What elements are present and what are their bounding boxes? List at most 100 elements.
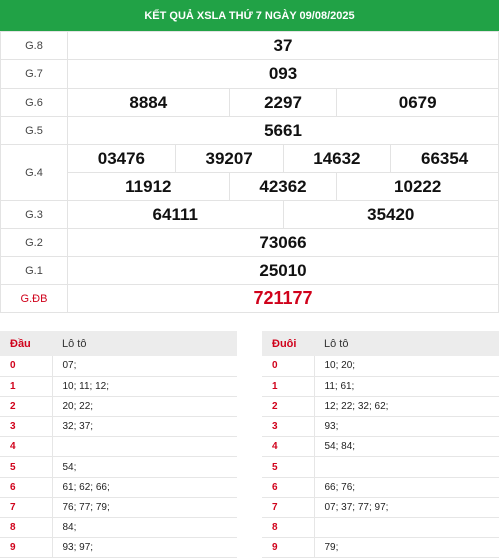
row-loto-values: 84;	[51, 517, 237, 539]
head-loto-table: Đầu Lô tô 0 07; 1 10; 11; 12; 2 20; 22; 3 32; 3…	[0, 331, 237, 558]
prize-row-g2: G.2 73066	[0, 228, 499, 257]
row-key: 2	[0, 396, 52, 418]
table-row: 7 76; 77; 79;	[0, 497, 237, 519]
row-loto-values	[313, 456, 499, 478]
prize-number: 66354	[390, 144, 499, 173]
loto-column-header: Lô tô	[52, 331, 237, 356]
row-key: 3	[0, 416, 52, 438]
row-key: 6	[262, 477, 314, 498]
loto-column-header: Lô tô	[314, 331, 499, 356]
table-row: 9 79;	[262, 537, 499, 558]
head-column-header: Đầu	[0, 331, 52, 356]
prize-label: G.1	[0, 256, 68, 285]
prize-number: 8884	[67, 88, 230, 117]
row-loto-values: 76; 77; 79;	[51, 497, 237, 519]
prize-row-g6: G.6 8884 2297 0679	[0, 88, 499, 117]
special-prize-number: 721177	[67, 284, 499, 313]
prize-row-g7: G.7 093	[0, 59, 499, 89]
row-loto-values	[51, 436, 237, 458]
prize-number: 14632	[282, 144, 392, 173]
row-key: 4	[0, 436, 52, 458]
table-row: 4 54; 84;	[262, 436, 499, 458]
prize-row-g5: G.5 5661	[0, 116, 499, 145]
row-loto-values: 12; 22; 32; 62;	[313, 396, 499, 418]
row-loto-values: 32; 37;	[51, 416, 237, 438]
row-key: 1	[0, 376, 52, 397]
table-row: 0 10; 20;	[262, 356, 499, 377]
special-prize-label: G.ĐB	[0, 284, 68, 313]
prize-number: 093	[67, 59, 499, 89]
row-key: 9	[262, 537, 314, 558]
prize-row-g4: G.4 03476 39207 14632 66354	[0, 144, 499, 201]
row-loto-values: 54;	[51, 456, 237, 478]
row-key: 9	[0, 537, 52, 558]
prize-label: G.6	[0, 88, 68, 117]
row-key: 3	[262, 416, 314, 438]
prize-table: G.8 37 G.7 093 G.6 8884 2297 0679 G.5 56…	[0, 31, 499, 313]
prize-row-gdb: G.ĐB 721177	[0, 284, 499, 313]
table-row: 9 93; 97;	[0, 537, 237, 558]
prize-label: G.5	[0, 116, 68, 145]
prize-label: G.2	[0, 228, 68, 257]
prize-label: G.8	[0, 31, 68, 60]
table-row: 3 32; 37;	[0, 416, 237, 438]
row-loto-values: 54; 84;	[313, 436, 499, 458]
table-row: 6 61; 62; 66;	[0, 477, 237, 498]
row-loto-values: 11; 61;	[313, 376, 499, 397]
prize-label: G.4	[0, 144, 68, 201]
prize-number: 64111	[67, 200, 284, 229]
row-loto-values: 20; 22;	[51, 396, 237, 418]
row-loto-values	[313, 517, 499, 539]
tail-column-header: Đuôi	[262, 331, 314, 356]
row-loto-values: 07;	[51, 356, 237, 377]
prize-number: 37	[67, 31, 499, 60]
row-loto-values: 79;	[313, 537, 499, 558]
row-key: 7	[262, 497, 314, 519]
row-key: 5	[0, 456, 52, 478]
row-loto-values: 10; 11; 12;	[51, 376, 237, 397]
row-key: 1	[262, 376, 314, 397]
table-row: 5 54;	[0, 456, 237, 478]
results-title: KẾT QUẢ XSLA THỨ 7 NGÀY 09/08/2025	[0, 0, 499, 31]
tail-loto-table: Đuôi Lô tô 0 10; 20; 1 11; 61; 2 12; 22; 32; …	[262, 331, 499, 558]
prize-row-g1: G.1 25010	[0, 256, 499, 285]
prize-number: 35420	[282, 200, 499, 229]
row-key: 0	[262, 356, 314, 377]
prize-number: 5661	[67, 116, 499, 145]
prize-number: 2297	[228, 88, 338, 117]
prize-number: 10222	[336, 172, 499, 201]
table-row: 2 12; 22; 32; 62;	[262, 396, 499, 418]
prize-row-g8: G.8 37	[0, 31, 499, 60]
table-row: 4	[0, 436, 237, 458]
table-row: 1 11; 61;	[262, 376, 499, 397]
table-row: 0 07;	[0, 356, 237, 377]
table-row: 2 20; 22;	[0, 396, 237, 418]
prize-label: G.7	[0, 59, 68, 89]
prize-label: G.3	[0, 200, 68, 229]
row-key: 8	[262, 517, 314, 539]
prize-number: 03476	[67, 144, 176, 173]
table-header-row: Đầu Lô tô	[0, 331, 237, 356]
table-row: 5	[262, 456, 499, 478]
row-loto-values: 66; 76;	[313, 477, 499, 498]
row-loto-values: 61; 62; 66;	[51, 477, 237, 498]
row-loto-values: 10; 20;	[313, 356, 499, 377]
row-loto-values: 07; 37; 77; 97;	[313, 497, 499, 519]
table-row: 6 66; 76;	[262, 477, 499, 498]
prize-number: 0679	[336, 88, 499, 117]
tail-loto-body: 0 10; 20; 1 11; 61; 2 12; 22; 32; 62; 3 93; 4 54;…	[262, 356, 499, 558]
row-loto-values: 93;	[313, 416, 499, 438]
row-key: 8	[0, 517, 52, 539]
row-key: 0	[0, 356, 52, 377]
row-loto-values: 93; 97;	[51, 537, 237, 558]
prize-number: 25010	[67, 256, 499, 285]
head-loto-body: 0 07; 1 10; 11; 12; 2 20; 22; 3 32; 37; 4 5 54; 6 61…	[0, 356, 237, 558]
table-row: 8 84;	[0, 517, 237, 539]
row-key: 6	[0, 477, 52, 498]
row-key: 2	[262, 396, 314, 418]
table-row: 8	[262, 517, 499, 539]
prize-row-g4b: 11912 42362 10222	[1, 172, 499, 201]
prize-number: 11912	[67, 172, 230, 201]
prize-row-g3: G.3 64111 35420	[0, 200, 499, 229]
row-key: 5	[262, 456, 314, 478]
